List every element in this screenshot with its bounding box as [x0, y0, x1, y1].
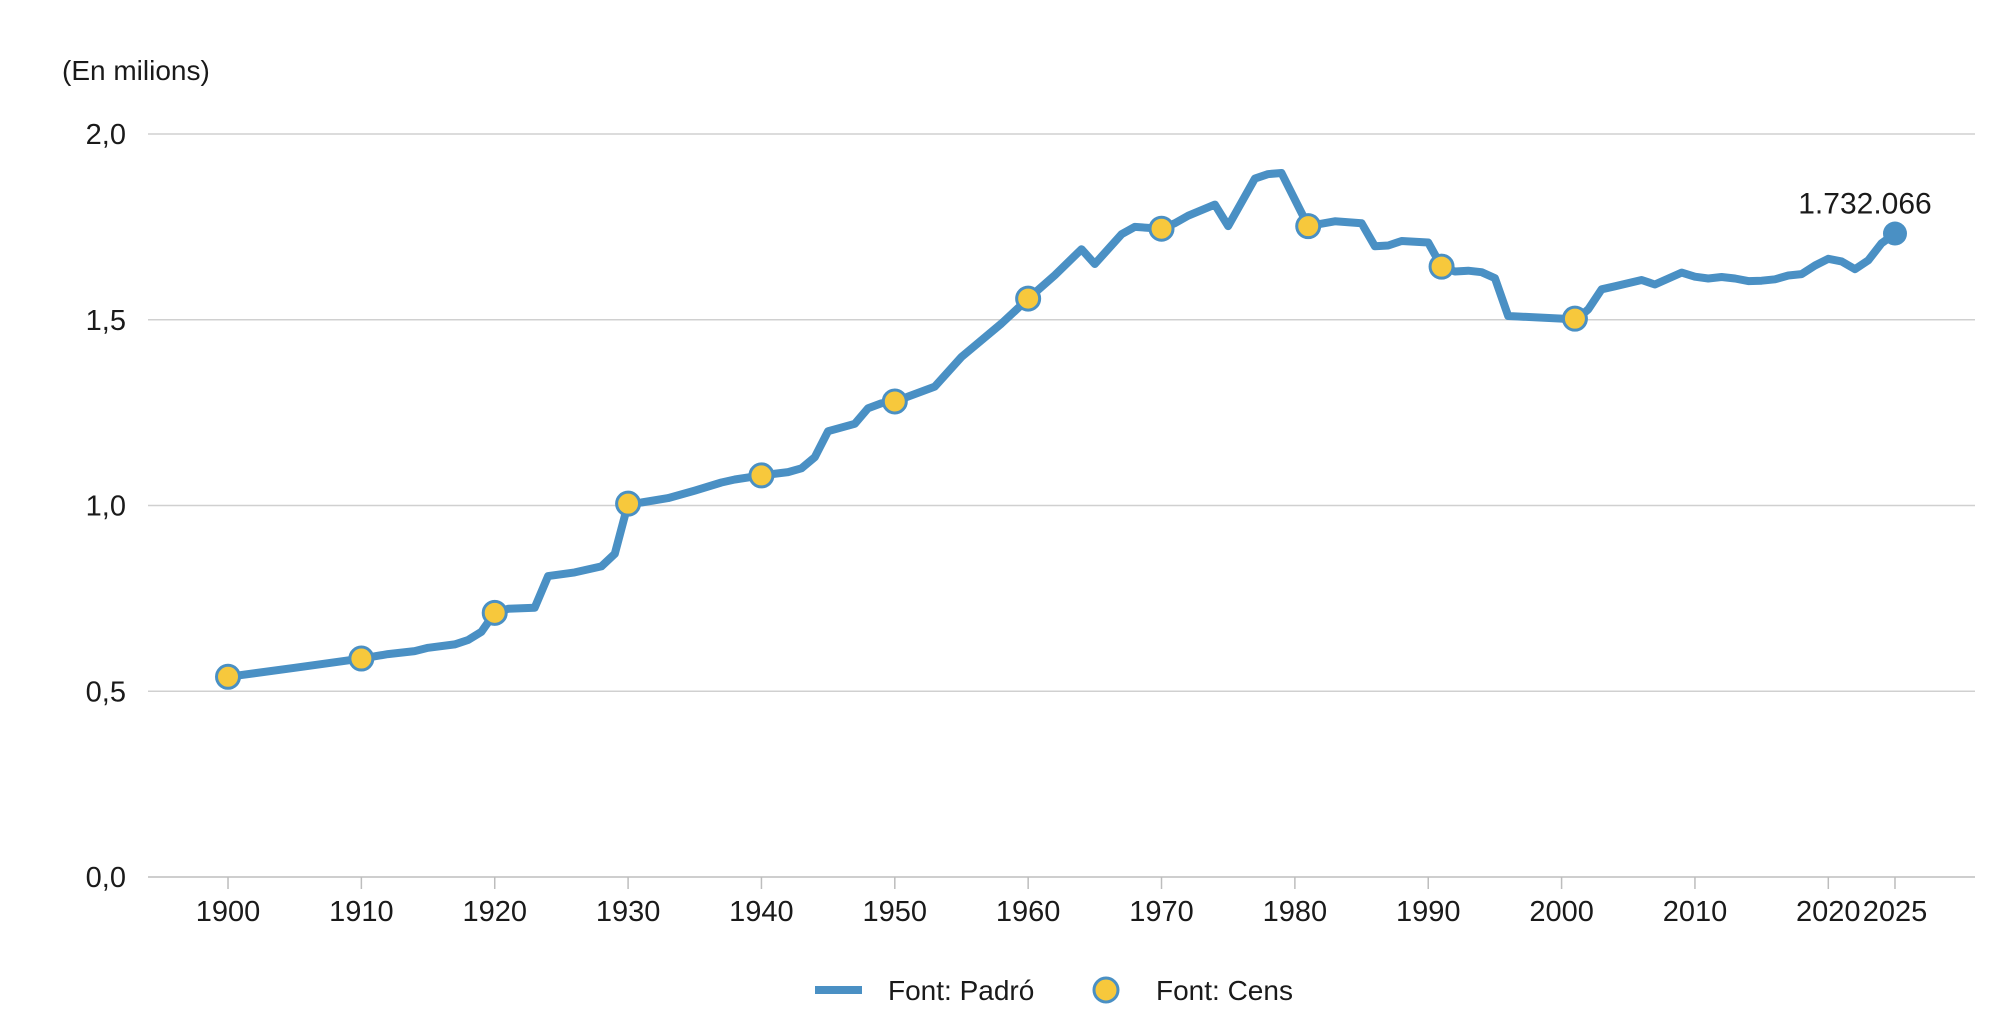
- axes: 0,0 0,5 1,0 1,5 2,0 1900 1910 1920 1930 1940 1950 1…: [86, 119, 1928, 928]
- unit-label: (En milions): [62, 55, 210, 86]
- legend-label-cens: Font: Cens: [1156, 975, 1293, 1006]
- legend: Font: Padró Font: Cens: [815, 975, 1293, 1006]
- y-tick-label: 1,0: [86, 491, 126, 523]
- x-tick-label: 1970: [1129, 896, 1194, 928]
- series-endpoint-2025: [1882, 221, 1907, 246]
- gridlines: [148, 133, 1975, 878]
- x-tick-label: 1990: [1396, 896, 1461, 928]
- x-tick-label: 1910: [329, 896, 394, 928]
- census-point-1970: [1148, 215, 1175, 242]
- census-point-1991: [1428, 253, 1455, 280]
- legend-census-swatch: [1092, 976, 1120, 1004]
- x-tick-label: 1900: [196, 896, 261, 928]
- data-series: [215, 169, 1907, 690]
- x-tick-label: 2025: [1863, 896, 1928, 928]
- x-tick-label: 2020: [1796, 896, 1861, 928]
- census-point-1940: [748, 462, 775, 489]
- y-tick-label: 0,5: [86, 676, 126, 708]
- x-tick-label: 1920: [462, 896, 527, 928]
- series-line-padro: [224, 169, 1899, 681]
- x-tick-label: 1950: [863, 896, 928, 928]
- x-tick-label: 1930: [596, 896, 661, 928]
- labels: (En milions) 1.732.066: [62, 55, 1932, 221]
- y-tick-label: 1,5: [86, 305, 126, 337]
- census-point-1900: [215, 663, 242, 690]
- x-tick-label: 1960: [996, 896, 1061, 928]
- census-point-2001: [1561, 305, 1588, 332]
- census-point-1950: [881, 388, 908, 415]
- census-point-1981: [1295, 213, 1322, 240]
- census-point-1920: [481, 599, 508, 626]
- x-tick-label: 1940: [729, 896, 794, 928]
- census-point-1960: [1015, 285, 1042, 312]
- x-tick-label: 2010: [1663, 896, 1728, 928]
- y-tick-label: 2,0: [86, 119, 126, 151]
- y-tick-label: 0,0: [86, 862, 126, 894]
- census-point-1910: [348, 645, 375, 672]
- x-tick-label: 2000: [1529, 896, 1594, 928]
- x-tick-label: 1980: [1263, 896, 1328, 928]
- legend-label-padro: Font: Padró: [888, 975, 1034, 1006]
- annotation-latest-value: 1.732.066: [1798, 188, 1931, 221]
- census-point-1930: [615, 490, 642, 517]
